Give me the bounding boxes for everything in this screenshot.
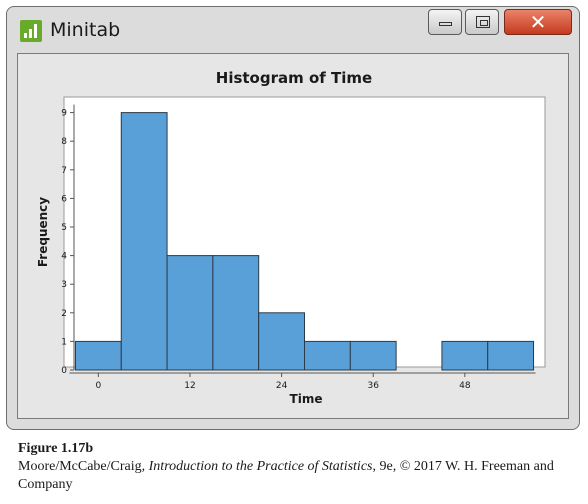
y-axis-label: Frequency (36, 197, 50, 267)
figure-caption: Figure 1.17b Moore/McCabe/Craig, Introdu… (18, 440, 578, 494)
y-tick-label: 6 (61, 194, 67, 204)
y-tick-label: 7 (61, 166, 67, 176)
x-tick-label: 0 (95, 381, 101, 391)
histogram-bar (349, 340, 397, 371)
y-tick-label: 9 (61, 109, 67, 119)
x-axis-label: Time (290, 392, 323, 406)
credit-authors: Moore/McCabe/Craig, (18, 459, 149, 474)
minimize-button[interactable] (428, 9, 462, 35)
x-tick-label: 24 (276, 381, 288, 391)
maximize-button[interactable] (465, 9, 499, 35)
title-bar[interactable]: Minitab ✕ (7, 7, 579, 53)
window-title: Minitab (50, 19, 121, 41)
close-button[interactable]: ✕ (504, 9, 572, 35)
histogram-bar (304, 340, 351, 371)
y-tick-label: 3 (61, 280, 67, 290)
histogram-bar (120, 112, 168, 371)
y-tick-label: 4 (61, 252, 67, 262)
figure-credit: Moore/McCabe/Craig, Introduction to the … (18, 458, 578, 494)
histogram-bar (166, 255, 214, 371)
y-tick-label: 2 (61, 309, 67, 319)
y-tick-label: 8 (61, 137, 67, 147)
y-tick-label: 1 (61, 337, 67, 347)
histogram-bar (487, 340, 535, 371)
figure-label: Figure 1.17b (18, 441, 94, 456)
minitab-logo-icon (20, 20, 42, 42)
minimize-icon (439, 22, 452, 26)
histogram-bar (441, 340, 489, 371)
graph-panel: Histogram of Time 0 1 2 3 4 5 6 7 8 9 0 12 24 36 48 Ti… (17, 53, 569, 419)
histogram-bar (74, 340, 122, 371)
histogram-bar (212, 255, 260, 371)
x-tick-label: 36 (367, 381, 379, 391)
x-tick-label: 48 (459, 381, 471, 391)
credit-book-title: Introduction to the Practice of Statisti… (148, 459, 373, 474)
close-icon: ✕ (529, 10, 547, 34)
y-tick-label: 5 (61, 223, 67, 233)
maximize-icon (476, 16, 490, 28)
y-tick-label: 0 (61, 366, 67, 376)
credit-publisher: , 9e, © 2017 W. H. Freeman and Company (18, 459, 554, 492)
x-tick-label: 12 (184, 381, 195, 391)
histogram-bar (258, 312, 305, 371)
chart-title: Histogram of Time (216, 69, 372, 87)
